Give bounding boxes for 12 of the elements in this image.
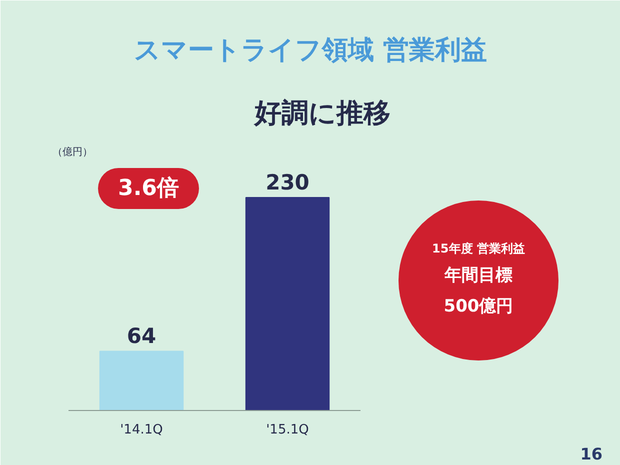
- text: 15年度 営業利益: [432, 242, 525, 256]
- data-label: 64: [126, 324, 156, 348]
- chart-subtitle: 好調に推移: [254, 98, 390, 129]
- text: 500億円: [444, 296, 514, 316]
- x-tick-label: '15.1Q: [266, 422, 309, 438]
- x-tick-label: '14.1Q: [120, 422, 163, 438]
- annotation: 3.6倍: [118, 176, 179, 201]
- data-label: 230: [266, 170, 310, 194]
- text: 年間目標: [444, 266, 512, 286]
- y-axis-title: （億円）: [52, 146, 92, 158]
- text: 16: [580, 444, 602, 464]
- chart-title: スマートライフ領域 営業利益: [134, 36, 488, 66]
